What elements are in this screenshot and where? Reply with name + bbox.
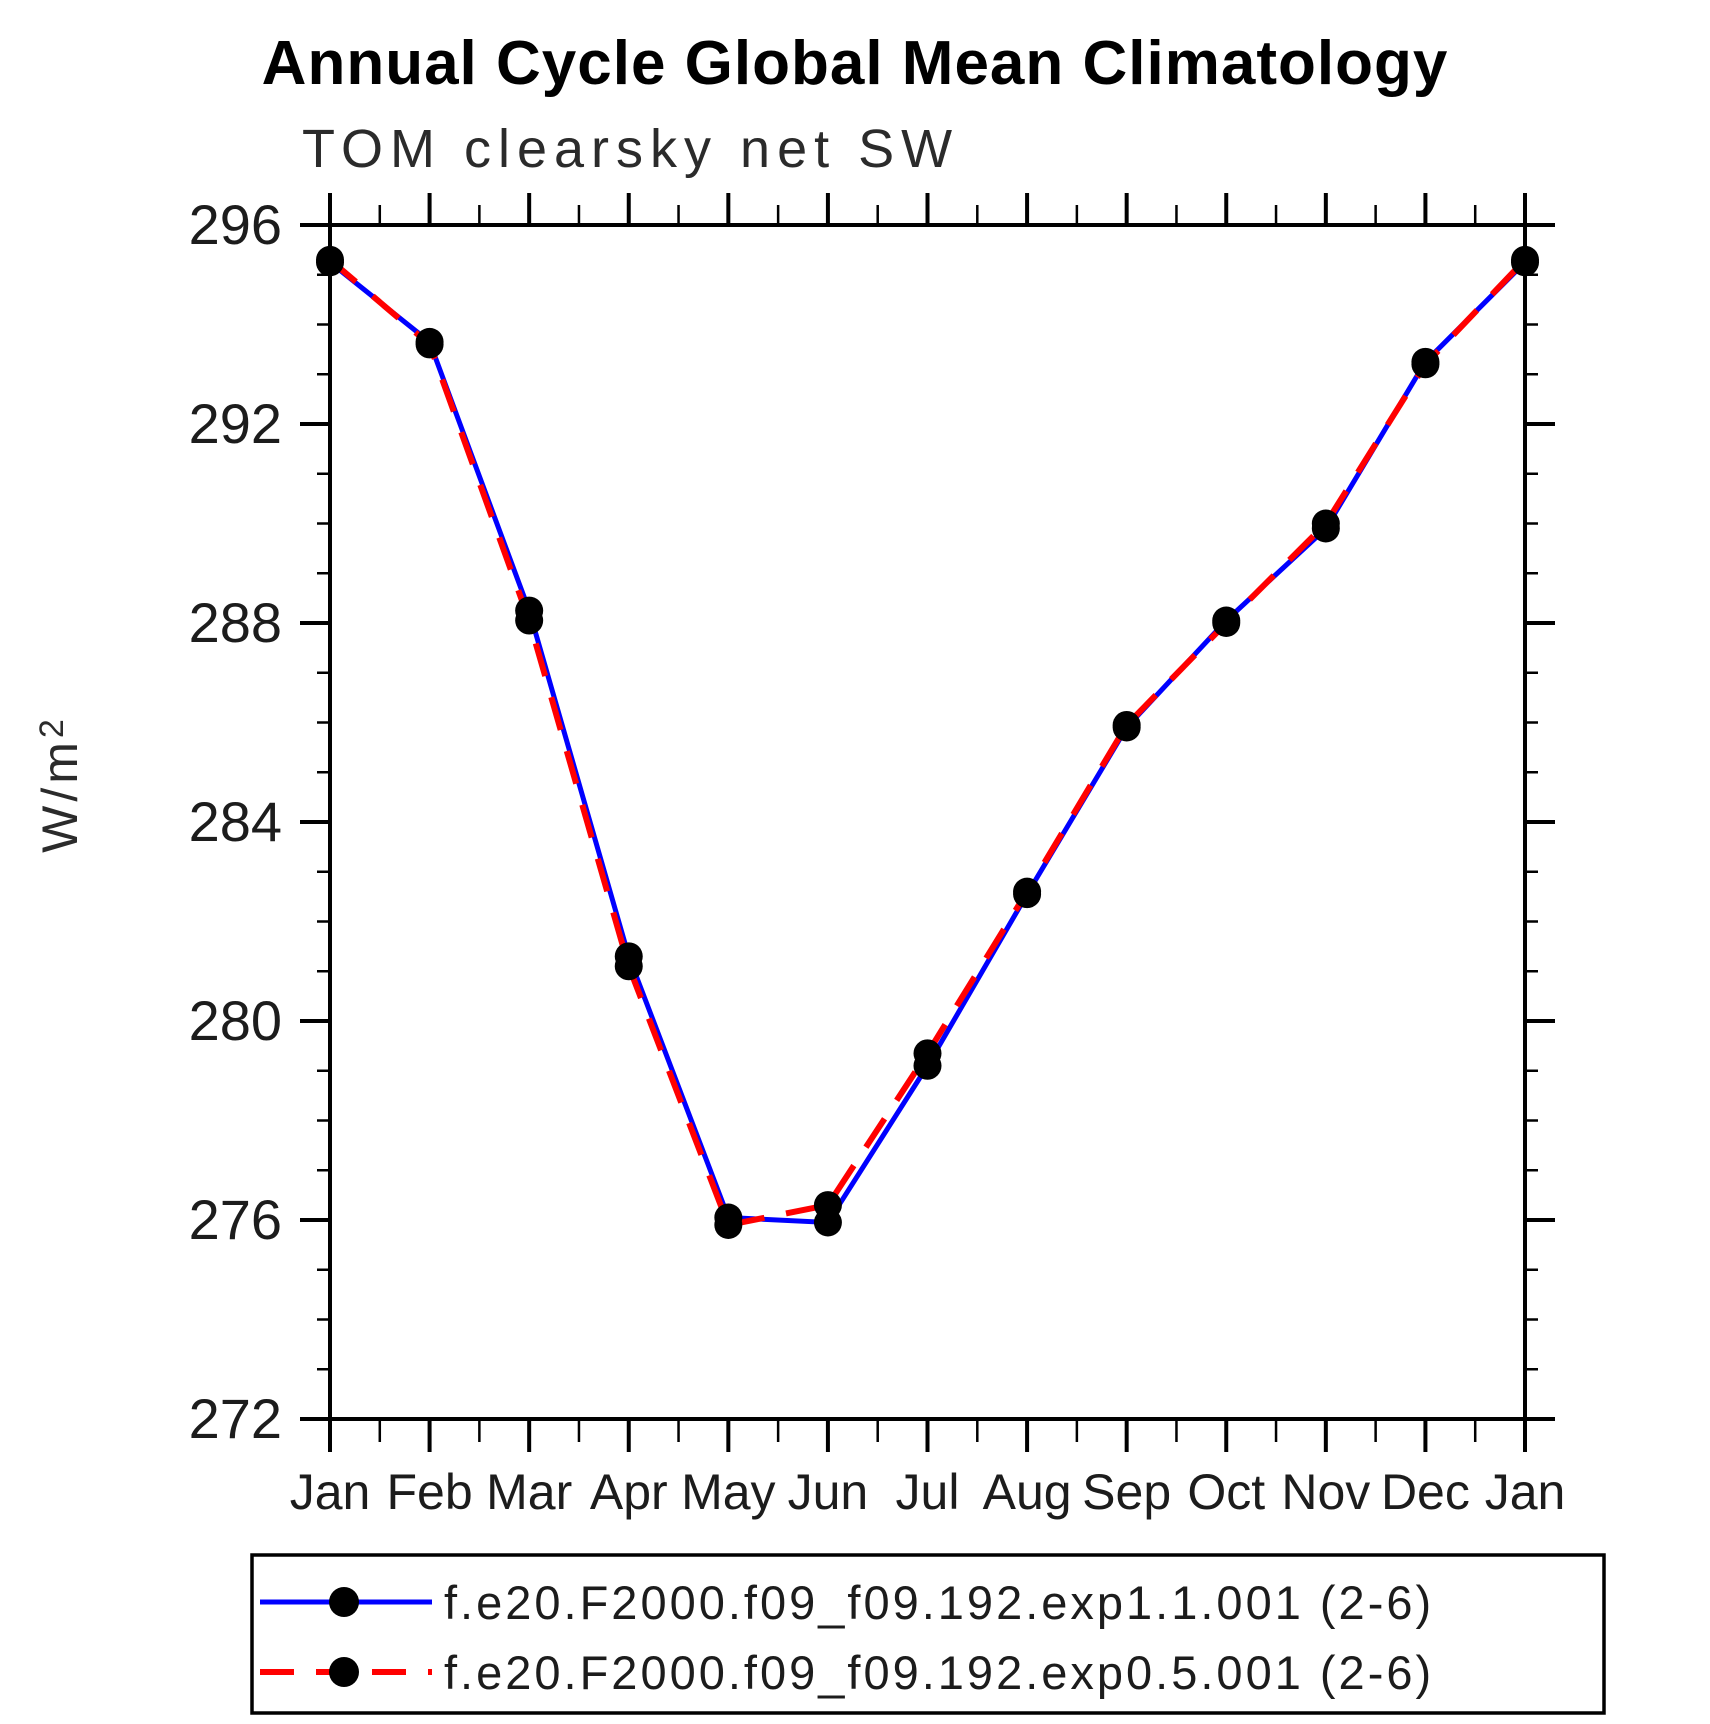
x-tick-label: Mar: [486, 1464, 572, 1520]
x-tick-label: Jul: [896, 1464, 960, 1520]
y-tick-label: 296: [189, 193, 282, 256]
y-tick-label: 276: [189, 1188, 282, 1251]
legend-box: [250, 1553, 1606, 1715]
x-tick-label: Dec: [1381, 1464, 1470, 1520]
chart-subtitle: TOM clearsky net SW: [302, 119, 960, 179]
data-point-marker-1: [1511, 245, 1539, 274]
series-line-1: [328, 257, 1528, 1229]
data-point-marker-1: [813, 1191, 842, 1220]
legend-sample-marker-1: [329, 1657, 359, 1687]
x-tick-label: Apr: [590, 1464, 668, 1520]
data-point-marker-1: [1411, 350, 1440, 379]
x-tick-label: Jan: [1485, 1464, 1566, 1520]
data-point-marker-1: [1013, 877, 1042, 906]
data-point-marker-1: [913, 1039, 942, 1068]
y-tick-label: 280: [189, 989, 282, 1052]
data-point-marker-1: [1112, 710, 1141, 739]
data-point-marker-1: [515, 606, 544, 635]
x-tick-label: Feb: [386, 1464, 472, 1520]
y-tick-label: 272: [189, 1387, 282, 1450]
y-tick-label: 288: [189, 591, 282, 654]
x-tick-label: Oct: [1187, 1464, 1265, 1520]
data-point-marker-1: [614, 952, 643, 981]
data-point-marker-1: [1311, 509, 1340, 538]
legend-label-0: f.e20.F2000.f09_f09.192.exp1.1.001 (2-6): [444, 1576, 1434, 1629]
x-tick-label: Jun: [788, 1464, 869, 1520]
x-tick-label: Aug: [983, 1464, 1072, 1520]
legend-sample-marker-0: [329, 1587, 359, 1617]
data-point-marker-1: [316, 245, 344, 274]
y-tick-label: 284: [189, 790, 282, 853]
x-tick-label: Nov: [1281, 1464, 1370, 1520]
chart-title: Annual Cycle Global Mean Climatology: [261, 29, 1449, 98]
x-tick-label: Sep: [1082, 1464, 1171, 1520]
legend-label-1: f.e20.F2000.f09_f09.192.exp0.5.001 (2-6): [444, 1646, 1434, 1699]
data-point-marker-1: [415, 330, 444, 359]
y-tick-label: 292: [189, 392, 282, 455]
x-tick-label: May: [681, 1464, 775, 1520]
data-point-marker-1: [714, 1210, 743, 1239]
data-point-marker-1: [1212, 609, 1241, 637]
plot-frame: [328, 223, 1527, 1421]
x-tick-label: Jan: [290, 1464, 371, 1520]
